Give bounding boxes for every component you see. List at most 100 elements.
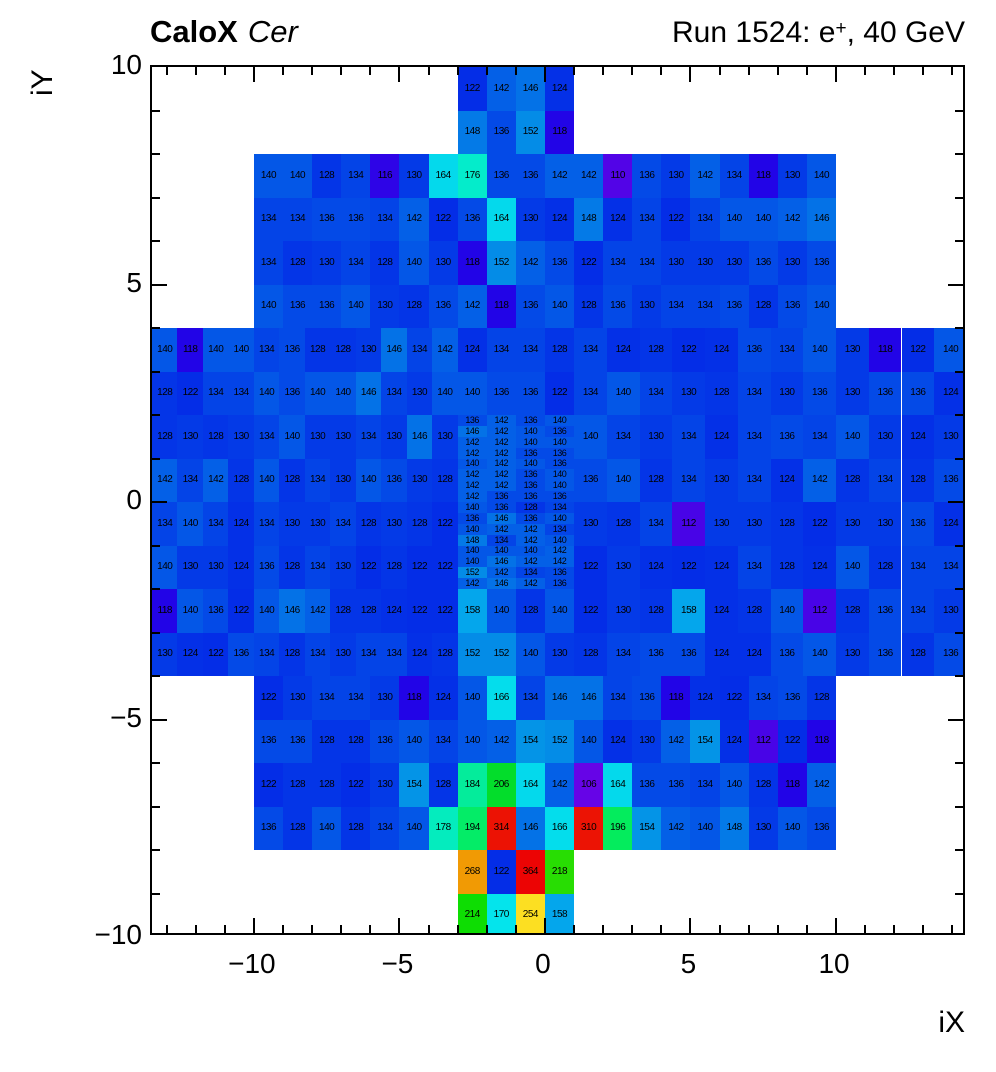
heatmap-cell: 134 bbox=[370, 197, 400, 241]
heatmap-cell: 130 bbox=[705, 458, 738, 502]
heatmap-fine-cell: 136 bbox=[515, 491, 545, 502]
heatmap-cell: 124 bbox=[639, 545, 673, 589]
heatmap-cell: 128 bbox=[868, 545, 902, 589]
heatmap-cell: 128 bbox=[428, 763, 458, 807]
heatmap-cell: 128 bbox=[836, 589, 869, 633]
heatmap-cell: 134 bbox=[803, 415, 836, 459]
heatmap-cell: 140 bbox=[574, 719, 604, 763]
heatmap-fine-cell: 136 bbox=[515, 480, 545, 492]
heatmap-cell: 140 bbox=[253, 284, 283, 328]
axis-tick bbox=[955, 327, 963, 329]
axis-tick bbox=[152, 457, 160, 460]
heatmap-cell: 136 bbox=[574, 458, 607, 502]
heatmap-cell: 134 bbox=[737, 545, 771, 589]
heatmap-cell: 134 bbox=[515, 676, 545, 720]
heatmap-cell: 134 bbox=[690, 197, 720, 241]
heatmap-cell: 136 bbox=[632, 763, 662, 807]
heatmap-cell: 310 bbox=[574, 806, 604, 850]
heatmap-fine-cell: 140 bbox=[515, 436, 545, 448]
heatmap-cell: 124 bbox=[544, 197, 575, 241]
heatmap-fine-cell: 142 bbox=[457, 447, 487, 459]
heatmap-cell: 142 bbox=[661, 719, 691, 763]
heatmap-fine-cell: 142 bbox=[486, 469, 516, 481]
heatmap-fine-cell: 140 bbox=[544, 436, 575, 448]
heatmap-cell: 140 bbox=[515, 632, 545, 676]
heatmap-cell: 118 bbox=[152, 589, 178, 633]
heatmap-cell: 134 bbox=[253, 328, 280, 372]
heatmap-cell: 130 bbox=[836, 371, 869, 415]
heatmap-cell: 136 bbox=[428, 284, 458, 328]
heatmap-cell: 136 bbox=[279, 371, 305, 415]
heatmap-cell: 142 bbox=[661, 806, 691, 850]
heatmap-cell: 152 bbox=[515, 110, 545, 154]
heatmap-cell: 146 bbox=[515, 806, 545, 850]
heatmap-cell: 140 bbox=[177, 589, 203, 633]
heatmap-cell: 140 bbox=[544, 284, 575, 328]
heatmap-cell: 128 bbox=[152, 371, 178, 415]
heatmap-cell: 130 bbox=[399, 154, 429, 198]
heatmap-cell: 130 bbox=[672, 371, 706, 415]
heatmap-cell: 134 bbox=[515, 328, 545, 372]
axis-tick bbox=[948, 718, 963, 721]
x-tick-label: 5 bbox=[680, 948, 697, 979]
axis-tick bbox=[194, 925, 197, 933]
heatmap-cell: 128 bbox=[639, 328, 673, 372]
axis-tick bbox=[573, 925, 576, 933]
heatmap-cell: 128 bbox=[330, 589, 356, 633]
heatmap-fine-cell: 136 bbox=[486, 502, 516, 513]
heatmap-cell: 136 bbox=[777, 284, 807, 328]
heatmap-cell: 134 bbox=[406, 328, 433, 372]
heatmap-cell: 118 bbox=[177, 328, 203, 372]
heatmap-cell: 128 bbox=[432, 632, 458, 676]
heatmap-cell: 130 bbox=[304, 415, 331, 459]
heatmap-cell: 124 bbox=[603, 719, 633, 763]
axis-tick bbox=[955, 849, 963, 851]
heatmap-fine-cell: 136 bbox=[515, 512, 545, 524]
heatmap-cell: 122 bbox=[457, 67, 487, 111]
heatmap-cell: 130 bbox=[177, 545, 203, 589]
axis-tick bbox=[955, 196, 963, 199]
heatmap-cell: 164 bbox=[603, 763, 633, 807]
heatmap-cell: 140 bbox=[330, 371, 356, 415]
heatmap-cell: 134 bbox=[304, 458, 331, 502]
heatmap-cell: 134 bbox=[312, 676, 342, 720]
heatmap-cell: 118 bbox=[486, 284, 516, 328]
axis-tick bbox=[456, 67, 459, 75]
axis-tick bbox=[223, 925, 226, 933]
heatmap-cell: 136 bbox=[748, 241, 778, 285]
heatmap-fine-cell: 140 bbox=[457, 502, 487, 513]
heatmap-cell: 134 bbox=[574, 371, 607, 415]
heatmap-cell: 136 bbox=[803, 371, 836, 415]
heatmap-cell: 130 bbox=[632, 719, 662, 763]
heatmap-cell: 134 bbox=[341, 241, 371, 285]
heatmap-cell: 136 bbox=[282, 284, 313, 328]
heatmap-cell: 130 bbox=[282, 676, 313, 720]
heatmap-fine-cell: 142 bbox=[515, 556, 545, 568]
heatmap-cell: 130 bbox=[836, 502, 869, 546]
heatmap-fine-cell: 146 bbox=[486, 578, 516, 589]
heatmap-cell: 206 bbox=[486, 763, 516, 807]
axis-tick bbox=[152, 196, 160, 199]
heatmap-cell: 128 bbox=[515, 589, 545, 633]
axis-tick bbox=[485, 67, 488, 75]
heatmap-cell: 134 bbox=[690, 284, 720, 328]
heatmap-cell: 136 bbox=[806, 806, 836, 850]
heatmap-cell: 122 bbox=[432, 589, 458, 633]
axis-tick bbox=[631, 67, 634, 75]
heatmap-cell: 146 bbox=[574, 676, 604, 720]
heatmap-cell: 130 bbox=[279, 502, 305, 546]
axis-tick bbox=[311, 925, 314, 933]
heatmap-fine-cell: 142 bbox=[457, 469, 487, 481]
heatmap-cell: 128 bbox=[279, 545, 305, 589]
heatmap-cell: 140 bbox=[574, 415, 607, 459]
heatmap-cell: 196 bbox=[603, 806, 633, 850]
heatmap-cell: 140 bbox=[770, 589, 804, 633]
heatmap-cell: 136 bbox=[341, 197, 371, 241]
heatmap-fine-cell: 142 bbox=[486, 523, 516, 535]
heatmap-cell: 130 bbox=[312, 241, 342, 285]
heatmap-cell: 130 bbox=[202, 545, 229, 589]
heatmap-cell: 140 bbox=[803, 328, 836, 372]
axis-tick bbox=[922, 67, 925, 75]
axis-tick bbox=[864, 67, 867, 75]
